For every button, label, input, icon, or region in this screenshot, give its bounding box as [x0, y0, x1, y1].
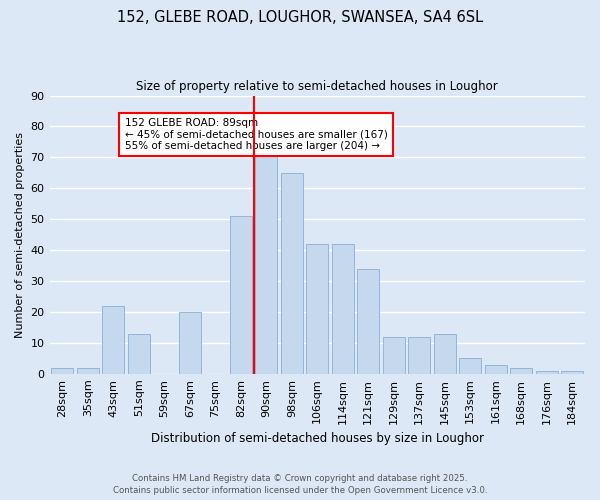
Bar: [332, 244, 353, 374]
Bar: [383, 336, 404, 374]
Bar: [307, 244, 328, 374]
Bar: [230, 216, 251, 374]
Bar: [103, 306, 124, 374]
Text: Contains HM Land Registry data © Crown copyright and database right 2025.
Contai: Contains HM Land Registry data © Crown c…: [113, 474, 487, 495]
Bar: [485, 364, 506, 374]
Bar: [434, 334, 455, 374]
Bar: [52, 368, 73, 374]
Bar: [281, 173, 302, 374]
Bar: [256, 142, 277, 374]
X-axis label: Distribution of semi-detached houses by size in Loughor: Distribution of semi-detached houses by …: [151, 432, 484, 445]
Bar: [77, 368, 98, 374]
Bar: [460, 358, 481, 374]
Text: 152 GLEBE ROAD: 89sqm
← 45% of semi-detached houses are smaller (167)
55% of sem: 152 GLEBE ROAD: 89sqm ← 45% of semi-deta…: [125, 118, 388, 151]
Bar: [128, 334, 149, 374]
Text: 152, GLEBE ROAD, LOUGHOR, SWANSEA, SA4 6SL: 152, GLEBE ROAD, LOUGHOR, SWANSEA, SA4 6…: [117, 10, 483, 25]
Y-axis label: Number of semi-detached properties: Number of semi-detached properties: [15, 132, 25, 338]
Bar: [511, 368, 532, 374]
Bar: [179, 312, 200, 374]
Bar: [536, 370, 557, 374]
Bar: [358, 268, 379, 374]
Title: Size of property relative to semi-detached houses in Loughor: Size of property relative to semi-detach…: [136, 80, 498, 93]
Bar: [409, 336, 430, 374]
Bar: [562, 370, 583, 374]
